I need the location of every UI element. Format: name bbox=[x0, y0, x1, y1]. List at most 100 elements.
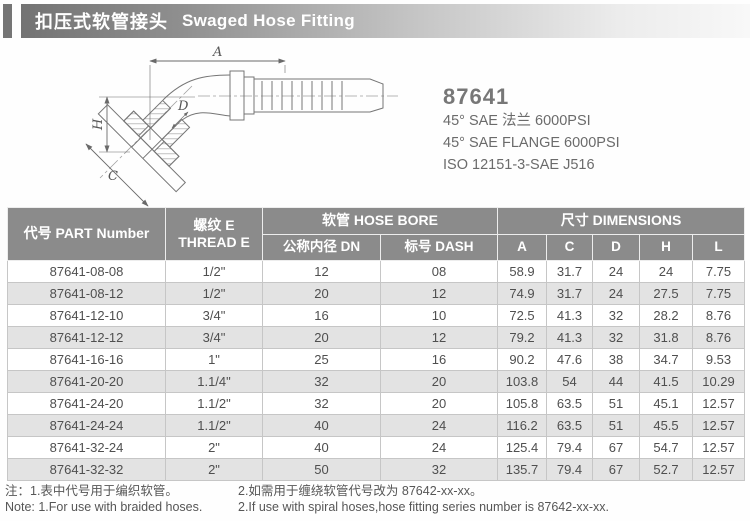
dim-c-cell: 41.3 bbox=[546, 304, 593, 327]
dim-c-cell: 79.4 bbox=[546, 458, 593, 481]
dn-cell: 25 bbox=[262, 348, 381, 371]
dn-cell: 16 bbox=[262, 304, 381, 327]
dn-cell: 32 bbox=[262, 392, 381, 415]
dim-l-cell: 12.57 bbox=[691, 436, 746, 459]
dim-h-cell: 34.7 bbox=[639, 348, 693, 371]
dim-l-cell: 7.75 bbox=[691, 260, 746, 283]
dn-cell: 20 bbox=[262, 326, 381, 349]
product-spec-line-en: 45° SAE FLANGE 6000PSI bbox=[443, 135, 620, 151]
dim-d-cell: 24 bbox=[592, 282, 640, 305]
col-header-dim-a: A bbox=[497, 234, 547, 261]
dn-cell: 20 bbox=[262, 282, 381, 305]
dimension-lines bbox=[85, 58, 286, 207]
col-header-dn: 公称内径 DN bbox=[262, 234, 381, 261]
dim-a-cell: 58.9 bbox=[497, 260, 547, 283]
thread-cell: 1.1/2" bbox=[165, 392, 263, 415]
thread-cell: 2" bbox=[165, 458, 263, 481]
dim-label-d: D bbox=[177, 99, 189, 114]
dim-d-cell: 38 bbox=[592, 348, 640, 371]
dim-a-cell: 74.9 bbox=[497, 282, 547, 305]
dim-l-cell: 12.57 bbox=[691, 458, 746, 481]
part-number-cell: 87641-08-12 bbox=[7, 282, 166, 305]
dim-l-cell: 12.57 bbox=[691, 414, 746, 437]
col-header-thread-en: THREAD E bbox=[178, 234, 250, 250]
col-header-dash: 标号 DASH bbox=[380, 234, 498, 261]
dim-a-cell: 125.4 bbox=[497, 436, 547, 459]
dim-label-h: H bbox=[91, 118, 106, 131]
dim-c-cell: 47.6 bbox=[546, 348, 593, 371]
dim-c-cell: 79.4 bbox=[546, 436, 593, 459]
dim-l-cell: 12.57 bbox=[691, 392, 746, 415]
col-header-dim-h: H bbox=[639, 234, 693, 261]
footer-notes: 注：1.表中代号用于编织软管。 Note: 1.For use with bra… bbox=[5, 483, 609, 515]
dim-h-cell: 27.5 bbox=[639, 282, 693, 305]
thread-cell: 2" bbox=[165, 436, 263, 459]
dim-c-cell: 54 bbox=[546, 370, 593, 393]
part-number-cell: 87641-08-08 bbox=[7, 260, 166, 283]
dim-d-cell: 67 bbox=[592, 458, 640, 481]
part-number-cell: 87641-24-24 bbox=[7, 414, 166, 437]
table-row: 87641-08-12 1/2" 20 12 74.9 31.7 24 27.5… bbox=[7, 282, 746, 305]
dash-cell: 20 bbox=[380, 370, 498, 393]
table-row: 87641-16-16 1" 25 16 90.2 47.6 38 34.7 9… bbox=[7, 348, 746, 371]
table-row: 87641-32-24 2" 40 24 125.4 79.4 67 54.7 … bbox=[7, 436, 746, 459]
spec-table: 代号 PART Number 螺纹 E THREAD E 软管 HOSE BOR… bbox=[7, 207, 746, 481]
dim-h-cell: 45.5 bbox=[639, 414, 693, 437]
note-en-1: Note: 1.For use with braided hoses. bbox=[5, 500, 203, 514]
dash-cell: 24 bbox=[380, 436, 498, 459]
dash-cell: 20 bbox=[380, 392, 498, 415]
dash-cell: 16 bbox=[380, 348, 498, 371]
table-row: 87641-24-24 1.1/2" 40 24 116.2 63.5 51 4… bbox=[7, 414, 746, 437]
col-header-thread-zh: 螺纹 E bbox=[193, 216, 235, 233]
table-row: 87641-20-20 1.1/4" 32 20 103.8 54 44 41.… bbox=[7, 370, 746, 393]
note-zh-1: 注：1.表中代号用于编织软管。 bbox=[5, 484, 178, 498]
group-header-hose-bore: 软管 HOSE BORE bbox=[262, 207, 498, 235]
dash-cell: 24 bbox=[380, 414, 498, 437]
col-header-dim-d: D bbox=[592, 234, 640, 261]
part-number-cell: 87641-12-10 bbox=[7, 304, 166, 327]
fitting-outline bbox=[97, 70, 384, 193]
dim-a-cell: 79.2 bbox=[497, 326, 547, 349]
page-title-bar: 扣压式软管接头 Swaged Hose Fitting bbox=[21, 4, 750, 38]
thread-cell: 1" bbox=[165, 348, 263, 371]
table-row: 87641-12-12 3/4" 20 12 79.2 41.3 32 31.8… bbox=[7, 326, 746, 349]
dash-cell: 08 bbox=[380, 260, 498, 283]
product-spec-line-zh: 45° SAE 法兰 6000PSI bbox=[443, 113, 591, 129]
dim-h-cell: 28.2 bbox=[639, 304, 693, 327]
dash-cell: 12 bbox=[380, 282, 498, 305]
title-accent-bar bbox=[3, 4, 12, 38]
fitting-technical-drawing: A H C D bbox=[85, 45, 398, 207]
dim-d-cell: 67 bbox=[592, 436, 640, 459]
dim-d-cell: 44 bbox=[592, 370, 640, 393]
col-header-dim-c: C bbox=[546, 234, 593, 261]
dim-a-cell: 90.2 bbox=[497, 348, 547, 371]
dim-l-cell: 9.53 bbox=[691, 348, 746, 371]
col-header-dim-l: L bbox=[691, 234, 746, 261]
part-number-cell: 87641-12-12 bbox=[7, 326, 166, 349]
dn-cell: 12 bbox=[262, 260, 381, 283]
dim-a-cell: 135.7 bbox=[497, 458, 547, 481]
col-header-part-number: 代号 PART Number bbox=[7, 207, 166, 261]
table-row: 87641-08-08 1/2" 12 08 58.9 31.7 24 24 7… bbox=[7, 260, 746, 283]
dim-l-cell: 8.76 bbox=[691, 326, 746, 349]
product-spec-line-iso: ISO 12151-3-SAE J516 bbox=[443, 157, 595, 173]
dim-d-cell: 24 bbox=[592, 260, 640, 283]
dim-label-a: A bbox=[212, 45, 222, 60]
dim-h-cell: 24 bbox=[639, 260, 693, 283]
part-number-cell: 87641-20-20 bbox=[7, 370, 166, 393]
table-body: 87641-08-08 1/2" 12 08 58.9 31.7 24 24 7… bbox=[7, 260, 746, 481]
dash-cell: 10 bbox=[380, 304, 498, 327]
product-info: 87641 45° SAE 法兰 6000PSI 45° SAE FLANGE … bbox=[443, 84, 620, 176]
dim-c-cell: 31.7 bbox=[546, 282, 593, 305]
thread-cell: 1/2" bbox=[165, 260, 263, 283]
thread-cell: 1/2" bbox=[165, 282, 263, 305]
dim-c-cell: 63.5 bbox=[546, 392, 593, 415]
thread-cell: 1.1/4" bbox=[165, 370, 263, 393]
dim-h-cell: 31.8 bbox=[639, 326, 693, 349]
dim-d-cell: 32 bbox=[592, 304, 640, 327]
note-en-2: 2.If use with spiral hoses,hose fitting … bbox=[238, 500, 610, 514]
dn-cell: 40 bbox=[262, 436, 381, 459]
dash-cell: 32 bbox=[380, 458, 498, 481]
dim-c-cell: 63.5 bbox=[546, 414, 593, 437]
